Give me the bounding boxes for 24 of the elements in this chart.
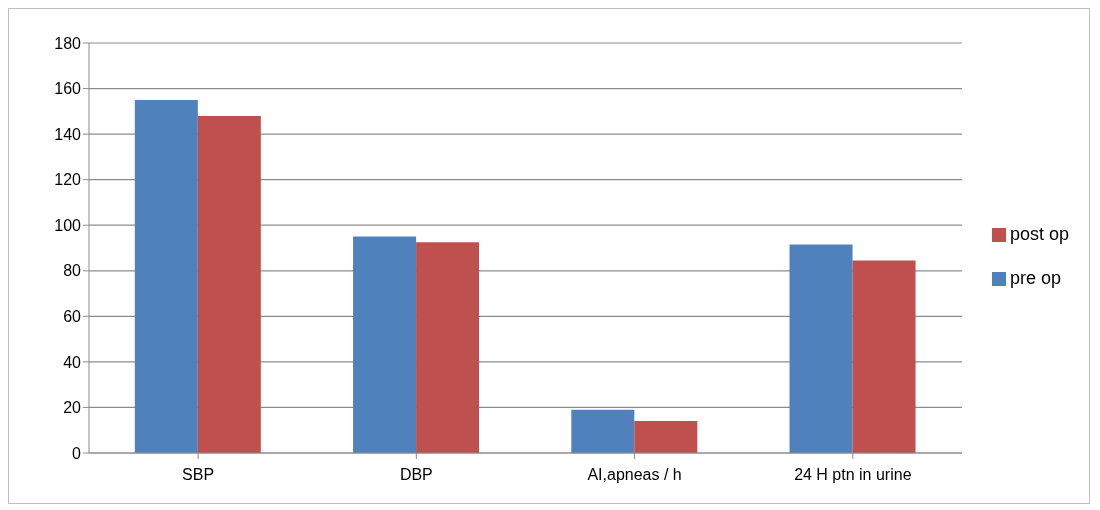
x-tick-label: DBP: [399, 466, 433, 484]
bar: [353, 236, 417, 453]
y-tick-label: 160: [54, 80, 82, 98]
y-tick-label: 60: [63, 308, 82, 326]
x-tick-label: 24 H ptn in urine: [794, 466, 912, 484]
bar: [571, 409, 635, 453]
y-tick-label: 20: [63, 399, 82, 417]
y-tick-label: 140: [54, 125, 82, 143]
bar: [789, 244, 853, 453]
bar: [852, 260, 916, 453]
y-tick-label: 40: [63, 353, 82, 371]
legend-label: pre op: [1009, 268, 1061, 288]
bar: [634, 421, 698, 453]
y-tick-label: 180: [54, 34, 82, 52]
y-tick-label: 120: [54, 171, 82, 189]
bar: [416, 242, 480, 453]
bar: [197, 115, 261, 453]
x-tick-label: AI,apneas / h: [587, 466, 682, 484]
y-tick-label: 100: [54, 216, 82, 234]
bar: [134, 99, 198, 453]
y-tick-label: 80: [63, 262, 82, 280]
x-tick-label: SBP: [182, 466, 215, 484]
y-tick-label: 0: [72, 444, 82, 462]
legend-label: post op: [1009, 224, 1069, 244]
